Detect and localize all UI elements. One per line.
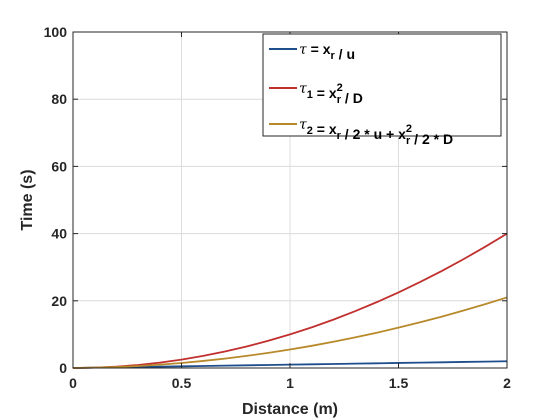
x-tick-label: 2 — [503, 375, 511, 391]
y-axis-title: Time (s) — [19, 169, 36, 230]
legend-entry-1: τ = xr / u — [299, 41, 355, 62]
legend-entry-2: τ1 = x2 r / D — [299, 81, 363, 106]
x-tick-label: 0 — [69, 375, 77, 391]
x-tick-label: 1 — [286, 375, 294, 391]
x-axis-title: Distance (m) — [242, 401, 338, 418]
y-tick-label: 40 — [51, 226, 67, 242]
series-line-3 — [72, 296, 508, 369]
x-tick-label: 0.5 — [172, 375, 192, 391]
y-tick-label: 60 — [51, 158, 67, 174]
y-tick-label: 20 — [51, 293, 67, 309]
legend-box — [262, 33, 502, 137]
y-tick-label: 80 — [51, 91, 67, 107]
legend-entry-3: τ2 = xr / 2 * u + x2 r / 2 * D — [299, 117, 453, 147]
legend: τ = xr / u τ1 = x2 r / D τ2 = xr / 2 * u + … — [262, 33, 502, 147]
series-line-2 — [72, 232, 508, 369]
y-tick-label: 0 — [59, 360, 67, 376]
x-tick-label: 1.5 — [389, 375, 409, 391]
y-tick-label: 100 — [44, 24, 68, 40]
